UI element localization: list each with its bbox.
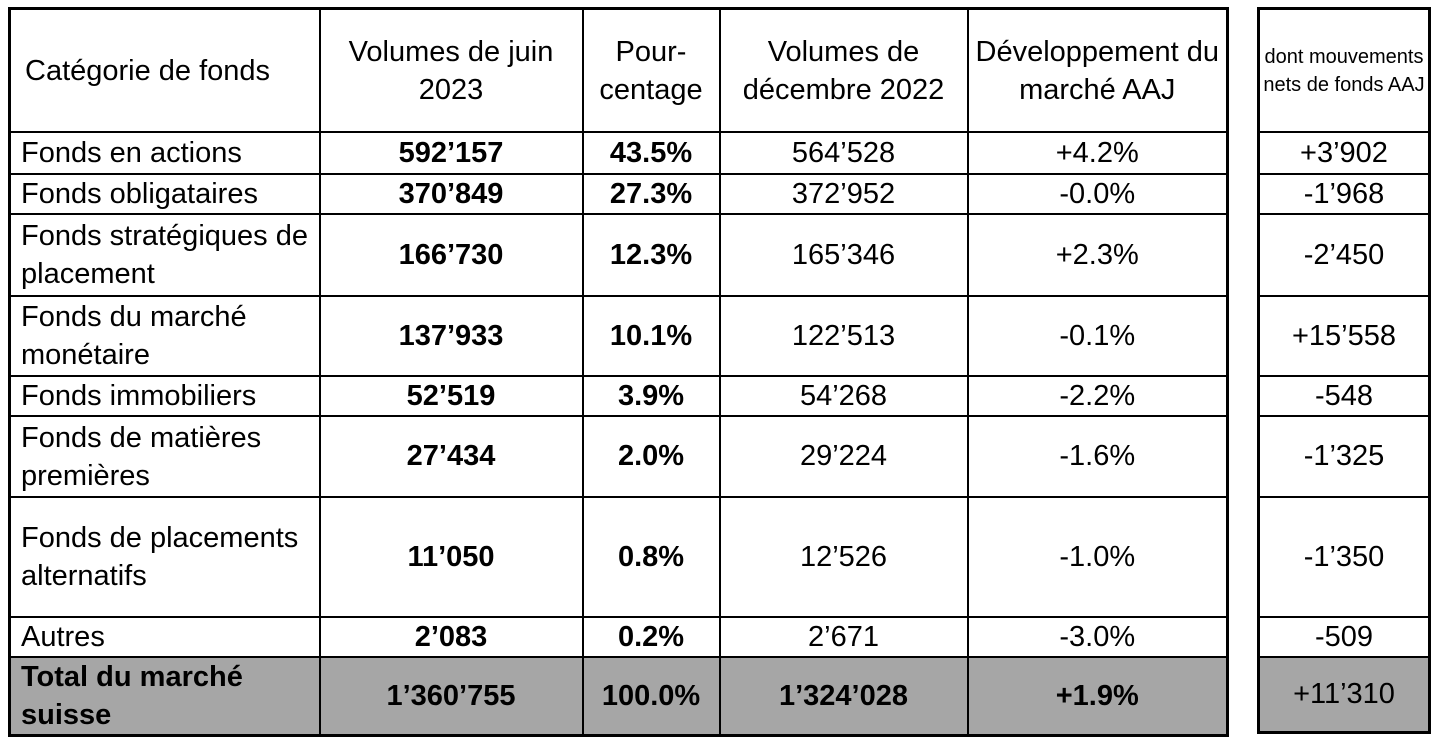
table-row: -1’350 (1257, 496, 1431, 618)
category-cell: Fonds de matières premières (8, 415, 321, 498)
net-flows-cell: -1’350 (1257, 496, 1431, 618)
table-row: -509 (1257, 616, 1431, 658)
header-market-dev: Développement du marché AAJ (966, 7, 1229, 133)
table-row: Fonds obligataires 370’849 27.3% 372’952 -0.… (8, 173, 1229, 215)
net-flows-cell: -1’968 (1257, 173, 1431, 215)
june-volume-cell: 370’849 (318, 173, 584, 215)
category-cell: Fonds du marché monétaire (8, 295, 321, 377)
table-row: Autres 2’083 0.2% 2’671 -3.0% (8, 616, 1229, 658)
net-flows-cell: +3’902 (1257, 131, 1431, 175)
category-cell: Total du marché suisse (8, 656, 321, 737)
net-flows-cell: +15’558 (1257, 295, 1431, 377)
header-row: Catégorie de fonds Volumes de juin 2023 … (8, 7, 1229, 133)
june-volume-cell: 2’083 (318, 616, 584, 658)
net-flows-cell: -509 (1257, 616, 1431, 658)
header-category: Catégorie de fonds (8, 7, 321, 133)
market-dev-cell: -0.1% (966, 295, 1229, 377)
dec-volume-cell: 122’513 (718, 295, 969, 377)
net-flows-table: dont mouvements nets de fonds AAJ +3’902… (1257, 7, 1431, 734)
market-dev-cell: +1.9% (966, 656, 1229, 737)
category-cell: Fonds de placements alternatifs (8, 496, 321, 618)
table-row: +15’558 (1257, 295, 1431, 377)
table-row: Fonds de matières premières 27’434 2.0% 29’… (8, 415, 1229, 498)
dec-volume-cell: 564’528 (718, 131, 969, 175)
dec-volume-cell: 54’268 (718, 375, 969, 417)
dec-volume-cell: 2’671 (718, 616, 969, 658)
dec-volume-cell: 165’346 (718, 213, 969, 297)
percentage-cell: 0.8% (581, 496, 721, 618)
percentage-cell: 2.0% (581, 415, 721, 498)
market-dev-cell: +4.2% (966, 131, 1229, 175)
header-dec-volume: Volumes de décembre 2022 (718, 7, 969, 133)
percentage-cell: 10.1% (581, 295, 721, 377)
june-volume-cell: 592’157 (318, 131, 584, 175)
fund-volume-table: Catégorie de fonds Volumes de juin 2023 … (8, 7, 1229, 737)
market-dev-cell: -1.6% (966, 415, 1229, 498)
net-flows-cell: +11’310 (1257, 656, 1431, 733)
category-cell: Autres (8, 616, 321, 658)
market-dev-cell: -2.2% (966, 375, 1229, 417)
total-row: +11’310 (1257, 656, 1431, 733)
total-row: Total du marché suisse 1’360’755 100.0% 1’3… (8, 656, 1229, 737)
market-dev-cell: -0.0% (966, 173, 1229, 215)
table-row: Fonds immobiliers 52’519 3.9% 54’268 -2.2% (8, 375, 1229, 417)
percentage-cell: 27.3% (581, 173, 721, 215)
net-flows-cell: -548 (1257, 375, 1431, 417)
net-flows-cell: -2’450 (1257, 213, 1431, 297)
table-row: -1’968 (1257, 173, 1431, 215)
percentage-cell: 43.5% (581, 131, 721, 175)
june-volume-cell: 137’933 (318, 295, 584, 377)
header-row: dont mouvements nets de fonds AAJ (1257, 7, 1431, 133)
table-row: -2’450 (1257, 213, 1431, 297)
table-row: -548 (1257, 375, 1431, 417)
category-cell: Fonds stratégiques de placement (8, 213, 321, 297)
category-cell: Fonds immobiliers (8, 375, 321, 417)
market-dev-cell: -1.0% (966, 496, 1229, 618)
table-row: Fonds de placements alternatifs 11’050 0.8… (8, 496, 1229, 618)
percentage-cell: 0.2% (581, 616, 721, 658)
header-june-volume: Volumes de juin 2023 (318, 7, 584, 133)
june-volume-cell: 166’730 (318, 213, 584, 297)
net-flows-cell: -1’325 (1257, 415, 1431, 498)
table-row: +3’902 (1257, 131, 1431, 175)
percentage-cell: 100.0% (581, 656, 721, 737)
june-volume-cell: 52’519 (318, 375, 584, 417)
category-cell: Fonds obligataires (8, 173, 321, 215)
percentage-cell: 3.9% (581, 375, 721, 417)
percentage-cell: 12.3% (581, 213, 721, 297)
table-row: Fonds stratégiques de placement 166’730 12… (8, 213, 1229, 297)
june-volume-cell: 11’050 (318, 496, 584, 618)
header-percentage: Pour-centage (581, 7, 721, 133)
market-dev-cell: +2.3% (966, 213, 1229, 297)
market-dev-cell: -3.0% (966, 616, 1229, 658)
dec-volume-cell: 29’224 (718, 415, 969, 498)
june-volume-cell: 1’360’755 (318, 656, 584, 737)
dec-volume-cell: 12’526 (718, 496, 969, 618)
table-row: Fonds en actions 592’157 43.5% 564’528 +4.2% (8, 131, 1229, 175)
dec-volume-cell: 1’324’028 (718, 656, 969, 737)
table-row: -1’325 (1257, 415, 1431, 498)
side-table-body: dont mouvements nets de fonds AAJ +3’902… (1257, 7, 1431, 733)
dec-volume-cell: 372’952 (718, 173, 969, 215)
table-row: Fonds du marché monétaire 137’933 10.1% 122… (8, 295, 1229, 377)
header-net-flows: dont mouvements nets de fonds AAJ (1257, 7, 1431, 133)
category-cell: Fonds en actions (8, 131, 321, 175)
june-volume-cell: 27’434 (318, 415, 584, 498)
main-table-body: Catégorie de fonds Volumes de juin 2023 … (8, 7, 1229, 737)
